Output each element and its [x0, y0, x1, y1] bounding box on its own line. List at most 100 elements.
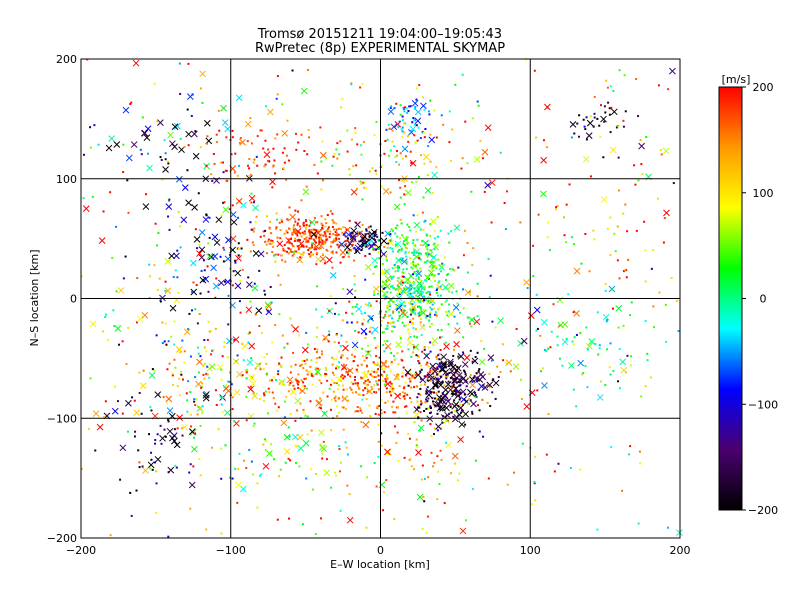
scatter-point: [312, 253, 315, 256]
scatter-cross: [157, 119, 164, 126]
scatter-point: [401, 321, 404, 324]
scatter-cross: [185, 199, 192, 207]
scatter-point: [420, 364, 423, 367]
scatter-point: [127, 326, 130, 329]
scatter-point: [284, 400, 287, 403]
scatter-point: [155, 511, 158, 514]
scatter-point: [436, 287, 439, 290]
scatter-point: [435, 357, 438, 360]
scatter-cross: [676, 529, 683, 537]
scatter-point: [646, 352, 649, 355]
scatter-point: [458, 373, 461, 376]
scatter-point: [273, 458, 276, 461]
scatter-point: [319, 247, 322, 250]
scatter-point: [597, 353, 600, 356]
scatter-point: [274, 137, 277, 140]
scatter-cross: [394, 392, 401, 400]
scatter-point: [376, 383, 379, 386]
scatter-point: [380, 373, 383, 376]
scatter-point: [378, 301, 381, 304]
scatter-point: [167, 160, 170, 163]
scatter-point: [305, 240, 308, 243]
scatter-point: [433, 229, 436, 232]
scatter-point: [425, 254, 428, 257]
scatter-cross: [481, 148, 489, 156]
scatter-point: [363, 186, 366, 189]
scatter-point: [533, 482, 536, 485]
scatter-point: [281, 259, 284, 262]
scatter-point: [436, 328, 439, 331]
scatter-point: [432, 275, 435, 278]
scatter-point: [296, 409, 299, 412]
scatter-point: [365, 379, 368, 382]
scatter-point: [373, 133, 376, 136]
scatter-point: [375, 265, 378, 268]
scatter-point: [135, 321, 138, 324]
scatter-point: [334, 399, 337, 402]
scatter-point: [462, 254, 465, 257]
scatter-point: [173, 320, 176, 323]
scatter-point: [153, 369, 156, 372]
scatter-point: [549, 346, 552, 349]
scatter-point: [223, 201, 226, 204]
scatter-point: [430, 285, 433, 288]
scatter-point: [355, 368, 358, 371]
scatter-point: [238, 164, 241, 167]
scatter-point: [444, 310, 447, 313]
scatter-point: [460, 167, 463, 170]
scatter-point: [228, 208, 231, 211]
scatter-point: [297, 383, 300, 386]
scatter-point: [408, 280, 411, 283]
scatter-point: [168, 228, 171, 231]
scatter-point: [321, 226, 324, 229]
scatter-point: [137, 449, 140, 452]
scatter-point: [270, 443, 273, 446]
scatter-point: [396, 266, 399, 269]
scatter-point: [280, 365, 283, 368]
scatter-cross: [411, 99, 419, 107]
scatter-point: [314, 241, 317, 244]
scatter-point: [199, 292, 202, 295]
scatter-point: [331, 266, 334, 269]
scatter-cross: [441, 392, 449, 400]
scatter-point: [417, 276, 420, 279]
scatter-point: [346, 484, 349, 487]
scatter-cross: [251, 284, 259, 292]
scatter-point: [401, 350, 404, 353]
scatter-point: [207, 290, 210, 293]
scatter-point: [413, 335, 416, 338]
scatter-point: [164, 435, 167, 438]
scatter-point: [263, 356, 266, 359]
scatter-point: [439, 348, 442, 351]
scatter-point: [297, 387, 300, 390]
scatter-point: [386, 326, 389, 329]
scatter-point: [419, 285, 422, 288]
scatter-point: [381, 285, 384, 288]
scatter-point: [199, 355, 202, 358]
scatter-point: [436, 377, 439, 380]
scatter-point: [455, 409, 458, 412]
scatter-point: [345, 446, 348, 449]
scatter-point: [420, 403, 423, 406]
scatter-point: [451, 291, 454, 294]
scatter-point: [396, 267, 399, 270]
scatter-point: [457, 355, 460, 358]
scatter-point: [360, 420, 363, 423]
y-axis-label: N–S location [km]: [28, 249, 41, 346]
scatter-point: [287, 457, 290, 460]
scatter-cross: [422, 239, 429, 247]
scatter-point: [499, 151, 502, 154]
scatter-point: [231, 129, 234, 132]
scatter-point: [189, 355, 192, 358]
scatter-point: [399, 104, 402, 107]
scatter-point: [389, 370, 392, 373]
scatter-point: [433, 404, 436, 407]
scatter-point: [256, 482, 259, 485]
scatter-point: [332, 390, 335, 393]
scatter-point: [289, 242, 292, 245]
scatter-cross: [346, 367, 354, 375]
scatter-point: [352, 240, 355, 243]
scatter-point: [331, 219, 334, 222]
scatter-cross: [236, 370, 243, 378]
